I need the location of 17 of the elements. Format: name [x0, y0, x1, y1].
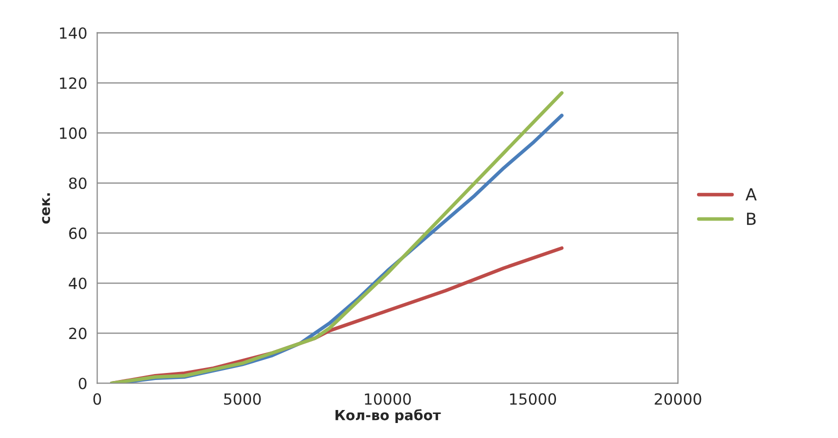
- x-tick-label: 10000: [364, 393, 411, 405]
- legend-label: A: [746, 188, 757, 200]
- y-axis-title: сек.: [42, 193, 50, 224]
- y-tick-label: 0: [78, 378, 86, 390]
- y-tick-label: 80: [69, 177, 86, 190]
- y-tick-label: 140: [60, 27, 86, 39]
- x-axis-title: Кол-во работ: [336, 409, 441, 424]
- y-tick-label: 60: [69, 228, 86, 240]
- y-tick-label: 40: [68, 278, 86, 290]
- x-tick-label: 15000: [510, 393, 556, 405]
- legend-label: B: [747, 212, 756, 225]
- y-tick-label: 20: [69, 328, 86, 340]
- y-tick-label: 100: [60, 127, 86, 139]
- x-tick-label: 0: [93, 393, 102, 405]
- y-tick-label: 120: [60, 77, 86, 89]
- x-tick-label: 5000: [224, 393, 261, 405]
- x-tick-label: 20000: [654, 393, 702, 405]
